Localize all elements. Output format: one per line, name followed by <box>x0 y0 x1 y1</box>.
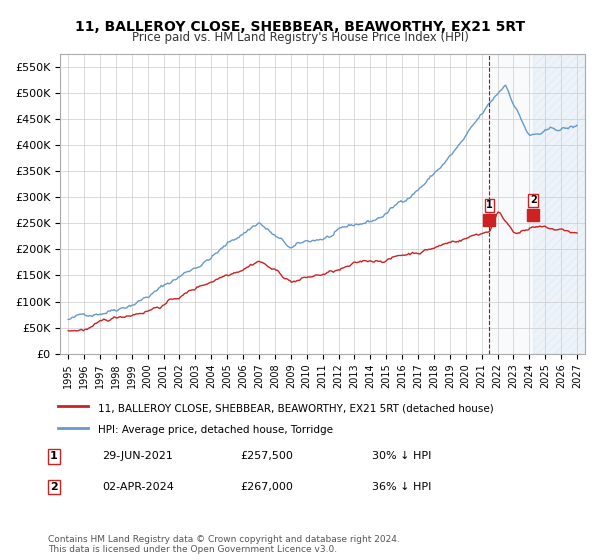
Text: £267,000: £267,000 <box>240 482 293 492</box>
Text: 2: 2 <box>50 482 58 492</box>
Text: 29-JUN-2021: 29-JUN-2021 <box>102 451 173 461</box>
Text: Price paid vs. HM Land Registry's House Price Index (HPI): Price paid vs. HM Land Registry's House … <box>131 31 469 44</box>
Text: Contains HM Land Registry data © Crown copyright and database right 2024.
This d: Contains HM Land Registry data © Crown c… <box>48 535 400 554</box>
Text: HPI: Average price, detached house, Torridge: HPI: Average price, detached house, Torr… <box>98 425 334 435</box>
Text: 36% ↓ HPI: 36% ↓ HPI <box>372 482 431 492</box>
Text: £257,500: £257,500 <box>240 451 293 461</box>
Text: 02-APR-2024: 02-APR-2024 <box>102 482 174 492</box>
Text: 11, BALLEROY CLOSE, SHEBBEAR, BEAWORTHY, EX21 5RT: 11, BALLEROY CLOSE, SHEBBEAR, BEAWORTHY,… <box>75 20 525 34</box>
Text: 1: 1 <box>50 451 58 461</box>
Bar <box>490 54 585 353</box>
Text: 1: 1 <box>486 200 493 210</box>
Text: 2: 2 <box>530 195 536 205</box>
Bar <box>533 54 585 353</box>
Text: 11, BALLEROY CLOSE, SHEBBEAR, BEAWORTHY, EX21 5RT (detached house): 11, BALLEROY CLOSE, SHEBBEAR, BEAWORTHY,… <box>98 403 494 413</box>
Text: 30% ↓ HPI: 30% ↓ HPI <box>372 451 431 461</box>
